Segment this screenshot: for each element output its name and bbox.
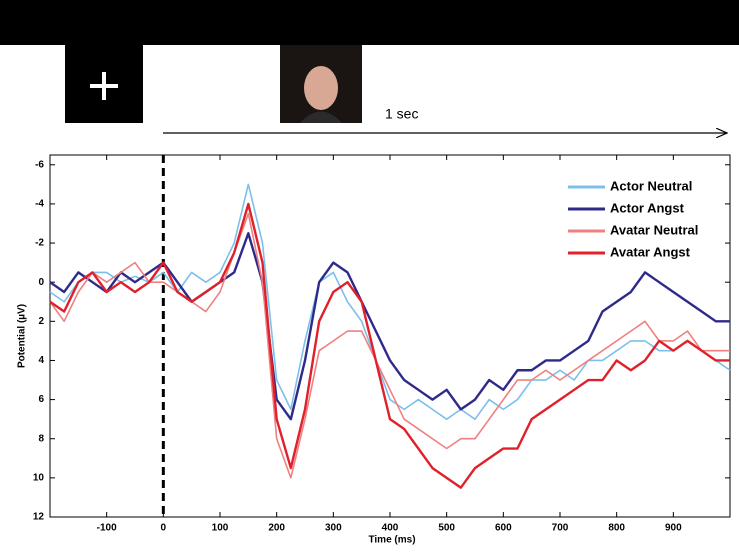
y-tick-label: 6 bbox=[38, 394, 44, 405]
y-tick-label: 2 bbox=[38, 316, 44, 327]
legend-label: Avatar Neutral bbox=[610, 222, 698, 237]
y-tick-label: -6 bbox=[35, 159, 44, 170]
x-tick-label: 300 bbox=[325, 523, 342, 534]
y-tick-label: 4 bbox=[38, 355, 44, 366]
stimulus-label: 1 sec bbox=[385, 106, 418, 122]
x-tick-label: 700 bbox=[552, 523, 569, 534]
legend-label: Avatar Angst bbox=[610, 244, 691, 259]
y-tick-label: 12 bbox=[33, 512, 45, 523]
y-tick-label: 8 bbox=[38, 433, 44, 444]
x-tick-label: 100 bbox=[212, 523, 229, 534]
y-tick-label: -2 bbox=[35, 238, 44, 249]
x-tick-label: 400 bbox=[382, 523, 399, 534]
legend-label: Actor Neutral bbox=[610, 178, 692, 193]
legend-label: Actor Angst bbox=[610, 200, 685, 215]
x-tick-label: 0 bbox=[161, 523, 167, 534]
x-tick-label: 500 bbox=[438, 523, 455, 534]
x-tick-label: 600 bbox=[495, 523, 512, 534]
face bbox=[304, 66, 338, 110]
x-tick-label: -100 bbox=[97, 523, 117, 534]
x-tick-label: 200 bbox=[268, 523, 285, 534]
y-tick-label: 0 bbox=[38, 277, 44, 288]
chart: 1 sec Time (ms) Potential (µV) -6 -4 -2 0 2 4… bbox=[0, 0, 739, 547]
x-tick-label: 900 bbox=[665, 523, 682, 534]
x-tick-label: 800 bbox=[608, 523, 625, 534]
x-axis-label: Time (ms) bbox=[368, 535, 415, 546]
y-tick-label: -4 bbox=[35, 199, 44, 210]
top-bar bbox=[0, 0, 739, 45]
y-tick-label: 10 bbox=[33, 473, 45, 484]
y-axis-label: Potential (µV) bbox=[17, 304, 28, 368]
series-line bbox=[50, 184, 730, 419]
